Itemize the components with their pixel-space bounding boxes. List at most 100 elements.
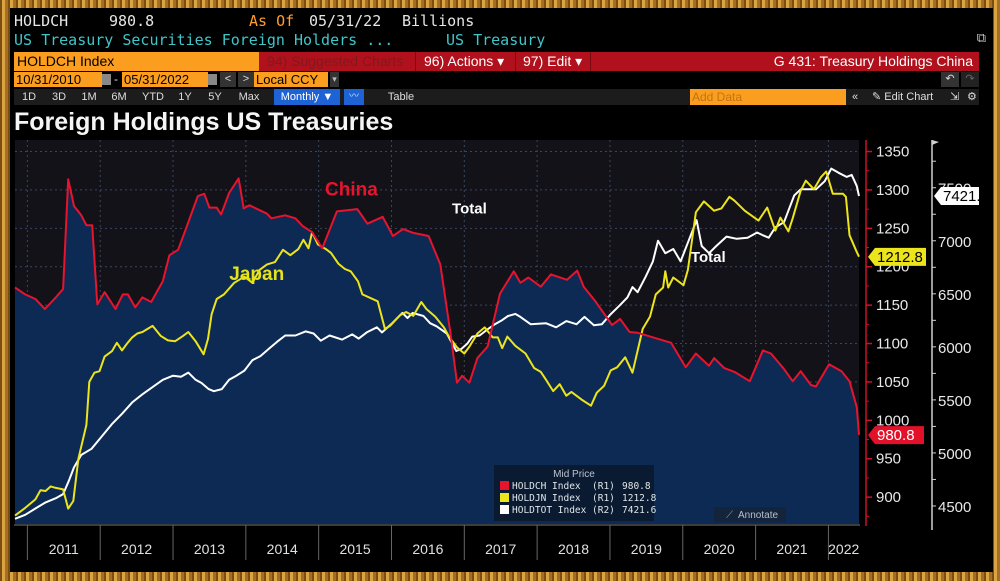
period-1d[interactable]: 1D	[21, 91, 37, 103]
collapse-icon[interactable]: «	[852, 91, 859, 103]
undo-button[interactable]: ↶	[941, 72, 959, 87]
legend-swatch	[500, 493, 509, 502]
chevron-down-icon: ▾	[575, 53, 583, 69]
x-tick-label: 2022	[828, 541, 859, 557]
legend-item-value: 1212.8	[622, 493, 657, 504]
x-tick-label: 2012	[121, 541, 152, 557]
edit-chart-button[interactable]: ✎ Edit Chart	[872, 91, 934, 103]
annotate-label: Annotate	[738, 510, 778, 521]
annotation-total: Total	[691, 249, 726, 266]
x-tick-label: 2013	[194, 541, 225, 557]
as-of-date: 05/31/22	[309, 12, 382, 30]
left-axis-label: 1350	[876, 144, 909, 161]
actions-menu[interactable]: 96) Actions ▾	[418, 52, 516, 71]
chart-name: G 431: Treasury Holdings China	[773, 53, 973, 69]
security-input[interactable]: HOLDCH Index	[14, 52, 259, 71]
legend-title: Mid Price	[553, 469, 595, 480]
previous-period-button[interactable]: <	[220, 72, 236, 87]
as-of-label: As Of	[249, 12, 295, 30]
legend-box	[494, 465, 654, 521]
x-tick-label: 2015	[339, 541, 370, 557]
x-tick-label: 2019	[631, 541, 662, 557]
left-axis-label: 1300	[876, 182, 909, 199]
command-bar: HOLDCH Index 94) Suggested Charts 96) Ac…	[14, 52, 979, 71]
table-button[interactable]: Table	[387, 91, 415, 103]
date-range-bar: 10/31/2010 - 05/31/2022 < > Local CCY ▾ …	[14, 72, 979, 88]
suggested-charts-button[interactable]: 94) Suggested Charts	[261, 52, 416, 71]
left-axis-label: 1250	[876, 220, 909, 237]
end-date-input[interactable]: 05/31/2022	[122, 72, 208, 87]
left-axis-label: 1100	[876, 336, 908, 353]
annotation-japan: Japan	[229, 264, 284, 285]
right-axis-label: 7000	[938, 234, 971, 251]
series-line-total	[14, 167, 860, 520]
left-axis-label: 1150	[876, 297, 908, 314]
popout-window-icon[interactable]: ⧉	[976, 30, 986, 45]
currency-select[interactable]: Local CCY	[254, 72, 328, 87]
redo-button[interactable]: ↷	[961, 72, 979, 87]
chevron-down-icon[interactable]: ▾	[330, 72, 339, 87]
series-line-japan	[14, 170, 860, 517]
security-description-row: US Treasury Securities Foreign Holders .…	[14, 31, 545, 49]
legend-item-axis: (R2)	[592, 505, 615, 516]
period-1m[interactable]: 1M	[81, 91, 97, 103]
legend-item-label: HOLDCH Index	[512, 481, 581, 492]
edit-label: 97) Edit	[523, 53, 572, 69]
frequency-select[interactable]: Monthly ▼	[274, 89, 340, 105]
x-axis: 2011 2012 2013 2014 2015 2016 2017 2018 2019 2020…	[14, 524, 860, 560]
period-6m[interactable]: 6M	[111, 91, 127, 103]
annotation-total: Total	[452, 201, 487, 218]
x-tick-label: 2016	[412, 541, 443, 557]
legend-item-value: 7421.6	[622, 505, 657, 516]
pencil-icon: ⟋	[726, 510, 733, 521]
annotation-edit-icon[interactable]: ⇲	[950, 91, 960, 103]
period-3d[interactable]: 3D	[51, 91, 67, 103]
add-data-input[interactable]: Add Data	[690, 89, 846, 105]
last-value: 980.8	[109, 12, 155, 30]
ticker-symbol: HOLDCH	[14, 12, 69, 30]
period-max[interactable]: Max	[238, 91, 260, 103]
last-value-tag-holdtot	[934, 187, 979, 206]
x-tick-label: 2021	[776, 541, 807, 557]
right-axis-flag	[932, 140, 939, 145]
next-period-button[interactable]: >	[238, 72, 254, 87]
left-axis-label: 950	[876, 451, 901, 468]
legend-item-label: HOLDTOT Index	[512, 505, 587, 516]
left-axis-label: 900	[876, 489, 901, 506]
chart-area: 2011 2012 2013 2014 2015 2016 2017 2018 2019 2020…	[14, 140, 979, 568]
line-chart-icon[interactable]: 〰	[344, 89, 364, 105]
last-value-tag-text: 1212.8	[877, 249, 923, 266]
right-axis-label: 4500	[938, 499, 971, 516]
right-axis-label: 6500	[938, 287, 971, 304]
date-separator: -	[114, 72, 118, 86]
start-date-input[interactable]: 10/31/2010	[14, 72, 102, 87]
chart-toolbar: 1D 3D 1M 6M YTD 1Y 5Y Max Monthly ▼ 〰 Ta…	[14, 89, 979, 105]
calendar-icon[interactable]	[208, 74, 217, 85]
settings-gear-icon[interactable]: ⚙	[967, 91, 977, 103]
annotate-button-bg[interactable]	[714, 507, 786, 522]
last-value-tag-holdjn	[868, 247, 926, 266]
right-axis-label: 5000	[938, 446, 971, 463]
annotation-china: China	[325, 179, 378, 200]
legend-item-axis: (R1)	[592, 493, 615, 504]
x-tick-label: 2020	[704, 541, 735, 557]
left-axis-label: 1000	[876, 412, 909, 429]
calendar-icon[interactable]	[102, 74, 111, 85]
chart-annotations: China Japan Total Total	[229, 179, 725, 284]
series-line-china	[14, 177, 860, 435]
period-ytd[interactable]: YTD	[142, 91, 164, 103]
last-value-tag-text: 7421.6	[943, 188, 979, 205]
annotate-button[interactable]: ⟋ Annotate	[714, 507, 786, 522]
x-tick-label: 2011	[49, 541, 79, 557]
period-1y[interactable]: 1Y	[178, 91, 192, 103]
left-axis-label: 1050	[876, 374, 909, 391]
china-area-fill	[15, 178, 859, 524]
last-value-tag-holdch	[868, 426, 924, 445]
x-tick-label: 2014	[267, 541, 298, 557]
period-5y[interactable]: 5Y	[208, 91, 222, 103]
legend-item-value: 980.8	[622, 481, 651, 492]
edit-menu[interactable]: 97) Edit ▾	[517, 52, 591, 71]
actions-label: 96) Actions	[424, 53, 494, 69]
last-value-tags: 7421.6 1212.8 980.8	[868, 187, 979, 445]
